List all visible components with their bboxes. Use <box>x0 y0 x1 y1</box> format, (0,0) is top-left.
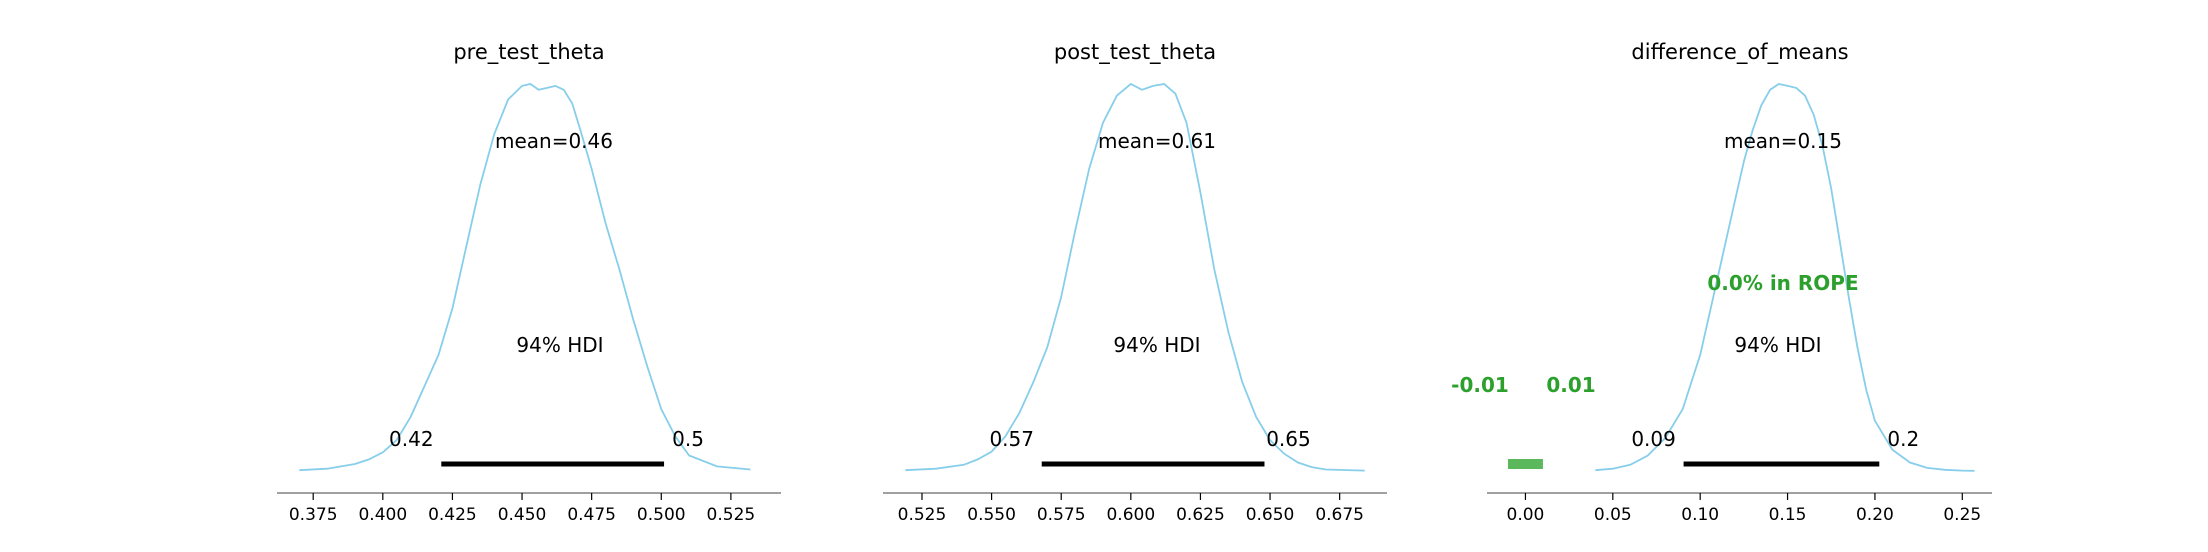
x-tick-label: 0.20 <box>1856 505 1894 525</box>
panel-pre-test-theta: pre_test_theta mean=0.46 94% HDI 0.42 0.… <box>277 40 781 525</box>
x-tick-label: 0.450 <box>498 505 547 525</box>
x-tick-label: 0.625 <box>1176 505 1225 525</box>
hdi-low-label: 0.42 <box>389 427 434 451</box>
rope-high-label: 0.01 <box>1546 373 1595 397</box>
kde-curve <box>299 83 751 472</box>
panel-title: post_test_theta <box>1054 40 1216 65</box>
panel-post-test-theta: post_test_theta mean=0.61 94% HDI 0.57 0… <box>883 40 1387 525</box>
x-tick-label: 0.525 <box>707 505 756 525</box>
x-tick-label: 0.675 <box>1315 505 1364 525</box>
panel-title: difference_of_means <box>1631 40 1848 65</box>
hdi-label: 94% HDI <box>516 333 603 357</box>
panel-difference-of-means: difference_of_means mean=0.15 0.0% in RO… <box>1451 40 1992 525</box>
x-tick-label: 0.475 <box>567 505 616 525</box>
x-tick-label: 0.15 <box>1769 505 1807 525</box>
x-tick-label: 0.10 <box>1681 505 1719 525</box>
hdi-high-label: 0.2 <box>1887 427 1919 451</box>
x-tick-label: 0.500 <box>637 505 686 525</box>
x-tick-label: 0.525 <box>898 505 947 525</box>
x-tick-label: 0.375 <box>289 505 338 525</box>
x-tick-label: 0.25 <box>1943 505 1981 525</box>
rope-bar <box>1507 459 1543 469</box>
kde-curve <box>1595 83 1975 472</box>
x-axis-ticks: 0.375 0.400 0.425 0.450 0.475 0.500 0.525 <box>289 493 755 525</box>
x-tick-label: 0.550 <box>967 505 1016 525</box>
hdi-low-label: 0.09 <box>1631 427 1676 451</box>
hdi-high-label: 0.5 <box>672 427 704 451</box>
x-tick-label: 0.650 <box>1246 505 1295 525</box>
rope-low-label: -0.01 <box>1451 373 1509 397</box>
x-tick-label: 0.575 <box>1037 505 1086 525</box>
x-tick-label: 0.400 <box>358 505 407 525</box>
hdi-label: 94% HDI <box>1113 333 1200 357</box>
mean-label: mean=0.61 <box>1098 129 1216 153</box>
hdi-low-label: 0.57 <box>989 427 1034 451</box>
mean-label: mean=0.46 <box>495 129 613 153</box>
x-tick-label: 0.425 <box>428 505 477 525</box>
panel-title: pre_test_theta <box>453 40 604 65</box>
x-tick-label: 0.05 <box>1594 505 1632 525</box>
x-tick-label: 0.600 <box>1106 505 1155 525</box>
x-axis-ticks: 0.525 0.550 0.575 0.600 0.625 0.650 0.675 <box>898 493 1364 525</box>
hdi-high-label: 0.65 <box>1266 427 1311 451</box>
x-tick-label: 0.00 <box>1507 505 1545 525</box>
hdi-label: 94% HDI <box>1734 333 1821 357</box>
rope-percentage-label: 0.0% in ROPE <box>1707 271 1858 295</box>
kde-curve <box>905 82 1365 472</box>
mean-label: mean=0.15 <box>1724 129 1842 153</box>
x-axis-ticks: 0.00 0.05 0.10 0.15 0.20 0.25 <box>1507 493 1981 525</box>
